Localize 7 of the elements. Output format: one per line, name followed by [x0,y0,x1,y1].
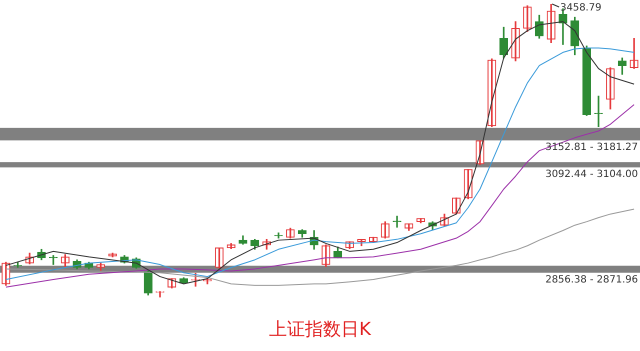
band-label: 2856.38 - 2871.96 [545,274,638,286]
candlestick [594,96,603,127]
band-label: 3092.44 - 3104.00 [545,169,638,180]
band-label: 3152.81 - 3181.27 [545,142,638,154]
annotation: 3458.79 [560,2,602,14]
candlestick [49,255,58,265]
text: 上证指数日K [269,318,372,340]
